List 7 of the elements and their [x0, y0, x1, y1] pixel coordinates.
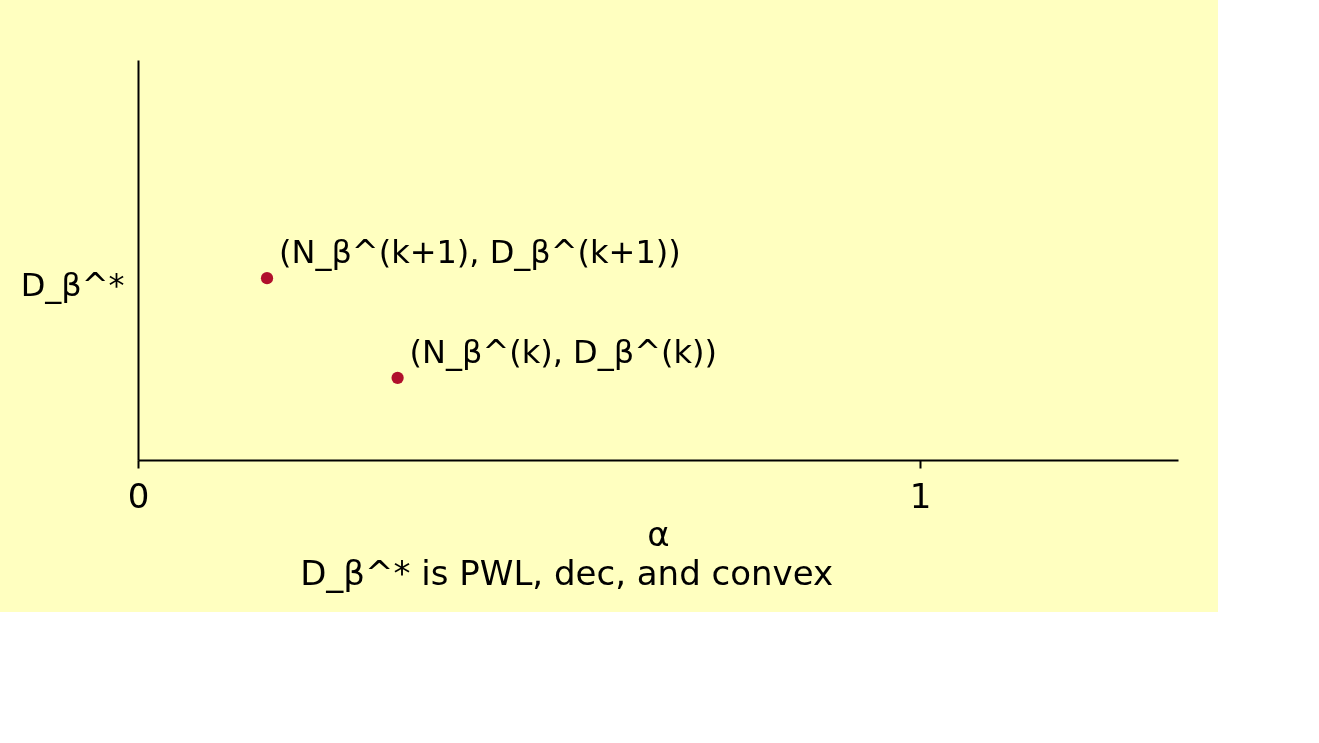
x-tick-label: 0: [127, 475, 150, 516]
x-tick-label: 1: [909, 475, 932, 516]
annotation: (N_β^(k+1), D_β^(k+1)): [279, 233, 681, 272]
x-axis-title: α: [647, 513, 670, 554]
text: D_β^* is PWL, dec, and convex: [300, 553, 834, 593]
y-axis-title: D_β^*: [20, 265, 125, 304]
annotation: (N_β^(k), D_β^(k)): [409, 332, 717, 371]
